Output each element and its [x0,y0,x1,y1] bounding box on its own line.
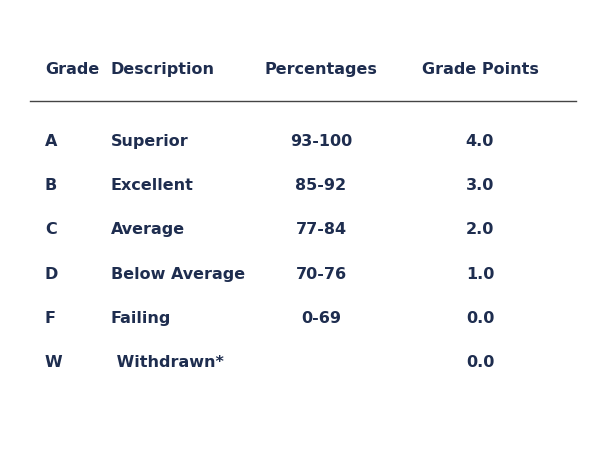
Text: Withdrawn*: Withdrawn* [111,355,224,370]
Text: W: W [45,355,62,370]
Text: 0.0: 0.0 [466,310,494,326]
Text: C: C [45,222,57,238]
Text: D: D [45,266,58,282]
Text: Grade Points: Grade Points [422,62,538,77]
Text: 1.0: 1.0 [466,266,494,282]
Text: 77-84: 77-84 [295,222,347,238]
Text: 3.0: 3.0 [466,178,494,194]
Text: 4.0: 4.0 [466,134,494,149]
Text: 0-69: 0-69 [301,310,341,326]
Text: 85-92: 85-92 [295,178,347,194]
Text: Description: Description [111,62,215,77]
Text: 93-100: 93-100 [290,134,352,149]
Text: Below Average: Below Average [111,266,245,282]
Text: Failing: Failing [111,310,172,326]
Text: Superior: Superior [111,134,189,149]
Text: F: F [45,310,56,326]
Text: 70-76: 70-76 [295,266,347,282]
Text: A: A [45,134,58,149]
Text: Grade: Grade [45,62,99,77]
Text: Excellent: Excellent [111,178,194,194]
Text: 0.0: 0.0 [466,355,494,370]
Text: Average: Average [111,222,185,238]
Text: 2.0: 2.0 [466,222,494,238]
Text: B: B [45,178,57,194]
Text: Percentages: Percentages [265,62,377,77]
